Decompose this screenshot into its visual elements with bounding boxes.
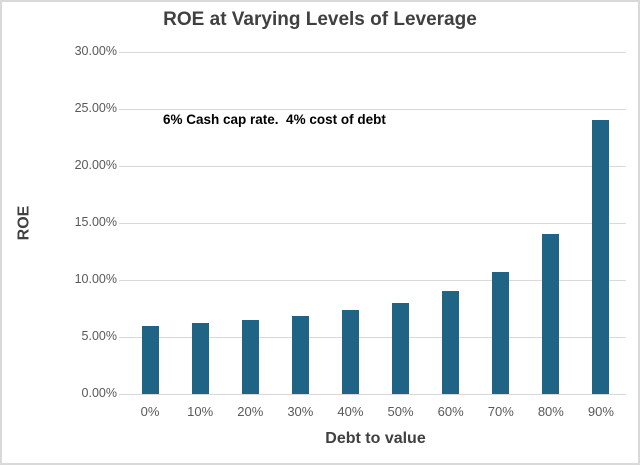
y-tick-mark [119,394,125,395]
bar [542,234,560,394]
x-tick-label: 70% [487,404,514,419]
x-tick-label: 0% [140,404,160,419]
x-tick-label: 90% [587,404,614,419]
x-tick-label: 50% [387,404,414,419]
plot-area: 6% Cash cap rate. 4% cost of debt [125,52,626,395]
bar [291,315,309,394]
bar [191,323,209,394]
y-tick-label: 30.00% [74,44,117,58]
y-tick-label: 5.00% [81,329,117,343]
bar [141,325,159,394]
bar [492,272,510,394]
bar [392,302,410,394]
x-tick-label: 80% [537,404,564,419]
y-tick-label: 0.00% [81,386,117,400]
gridline [125,394,626,395]
bar [241,319,259,394]
x-tick-label: 30% [287,404,314,419]
x-tick-label: 40% [337,404,364,419]
chart-title: ROE at Varying Levels of Leverage [163,9,477,30]
gridline [125,166,626,167]
gridline [125,52,626,53]
y-tick-mark [119,337,125,338]
bar [592,120,610,394]
y-tick-label: 25.00% [74,101,117,115]
gridline [125,337,626,338]
gridline [125,109,626,110]
x-tick-label: 10% [187,404,214,419]
y-tick-mark [119,52,125,53]
bar [341,310,359,394]
y-tick-mark [119,166,125,167]
bar [442,291,460,394]
x-tick-label: 60% [437,404,464,419]
x-tick-label: 20% [237,404,264,419]
y-tick-mark [119,280,125,281]
gridline [125,223,626,224]
y-tick-label: 10.00% [74,272,117,286]
gridline [125,280,626,281]
y-tick-mark [119,223,125,224]
x-axis-title: Debt to value [325,430,426,447]
y-tick-label: 20.00% [74,158,117,172]
annotation: 6% Cash cap rate. 4% cost of debt [163,112,386,127]
y-tick-mark [119,109,125,110]
y-tick-label: 15.00% [74,215,117,229]
